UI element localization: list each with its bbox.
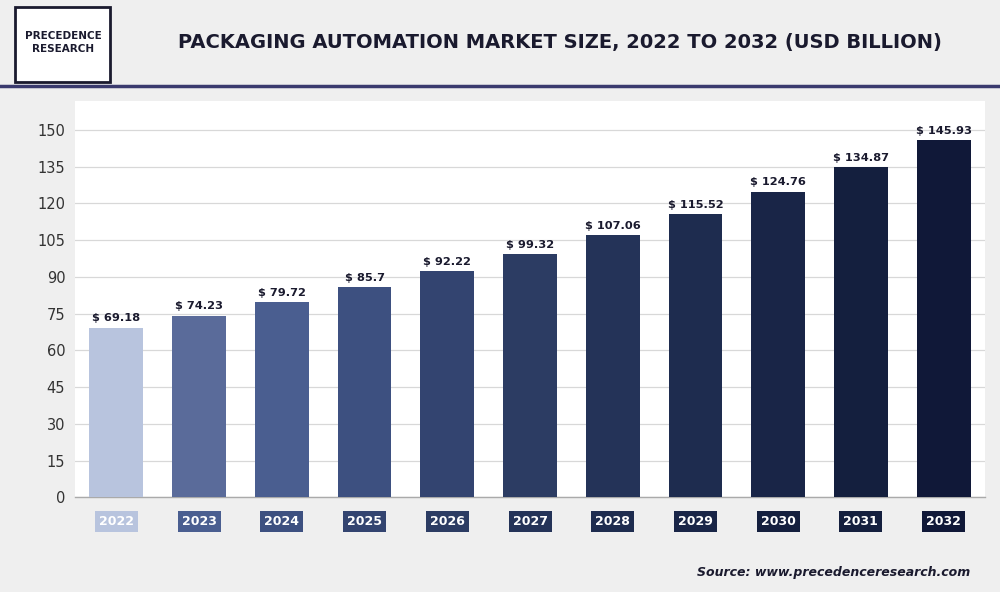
Text: $ 74.23: $ 74.23 [175,301,223,311]
Bar [420,272,474,497]
Bar [917,140,971,497]
Text: $ 99.32: $ 99.32 [506,240,554,250]
Text: 2024: 2024 [264,515,299,528]
Bar [669,214,722,497]
Text: $ 107.06: $ 107.06 [585,221,641,231]
Text: Source: www.precedenceresearch.com: Source: www.precedenceresearch.com [697,566,970,579]
Text: 2023: 2023 [182,515,217,528]
Bar [172,316,226,497]
Text: $ 92.22: $ 92.22 [423,257,471,267]
Text: $ 115.52: $ 115.52 [668,200,723,210]
Text: 2032: 2032 [926,515,961,528]
Bar [586,235,640,497]
Text: 2027: 2027 [512,515,548,528]
Bar [89,328,143,497]
Text: PACKAGING AUTOMATION MARKET SIZE, 2022 TO 2032 (USD BILLION): PACKAGING AUTOMATION MARKET SIZE, 2022 T… [178,33,942,52]
FancyBboxPatch shape [15,7,110,82]
Text: $ 79.72: $ 79.72 [258,288,306,298]
Bar [338,288,391,497]
Text: $ 145.93: $ 145.93 [916,126,972,136]
Text: 2025: 2025 [347,515,382,528]
Text: $ 124.76: $ 124.76 [750,178,806,188]
Text: PRECEDENCE
RESEARCH: PRECEDENCE RESEARCH [25,31,101,54]
Text: 2026: 2026 [430,515,465,528]
Text: $ 69.18: $ 69.18 [92,314,140,323]
Text: 2029: 2029 [678,515,713,528]
Text: $ 134.87: $ 134.87 [833,153,889,163]
Text: $ 85.7: $ 85.7 [345,273,385,283]
Text: 2030: 2030 [761,515,796,528]
Text: 2031: 2031 [843,515,878,528]
Bar [255,302,309,497]
Text: 2028: 2028 [595,515,630,528]
Text: 2022: 2022 [99,515,134,528]
Bar [751,192,805,497]
Bar [834,167,888,497]
Bar [503,254,557,497]
